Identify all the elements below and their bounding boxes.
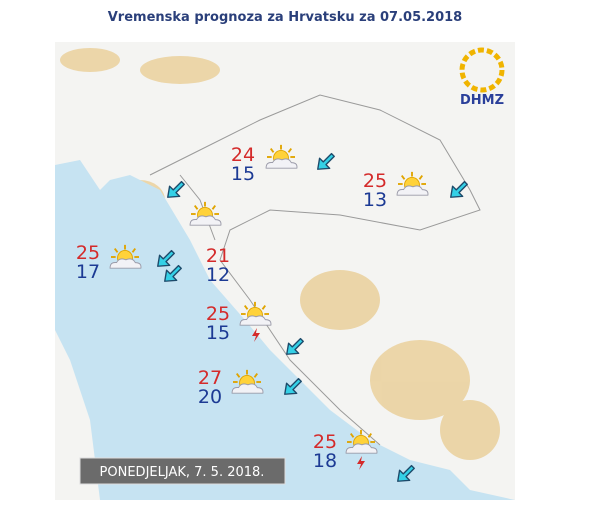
min-temp: 18 xyxy=(313,450,337,472)
date-box xyxy=(79,457,286,485)
max-temp: 25 xyxy=(206,303,230,325)
max-temp: 25 xyxy=(363,170,387,192)
min-temp: 15 xyxy=(231,163,255,185)
sea xyxy=(55,160,515,500)
date-label: PONEDJELJAK, 7. 5. 2018. xyxy=(100,465,265,480)
max-temp: 25 xyxy=(313,431,337,453)
min-temp: 13 xyxy=(363,189,387,211)
title: Vremenska prognoza za Hrvatsku za 07.05.… xyxy=(108,10,462,25)
logo-text: DHMZ xyxy=(460,93,504,108)
min-temp: 17 xyxy=(76,261,100,283)
max-temp: 24 xyxy=(231,144,255,166)
max-temp: 25 xyxy=(76,242,100,264)
min-temp: 12 xyxy=(206,264,230,286)
min-temp: 15 xyxy=(206,322,230,344)
logo: DHMZ xyxy=(459,47,505,108)
max-temp: 21 xyxy=(206,245,230,267)
max-temp: 27 xyxy=(198,367,222,389)
min-temp: 20 xyxy=(198,386,222,408)
